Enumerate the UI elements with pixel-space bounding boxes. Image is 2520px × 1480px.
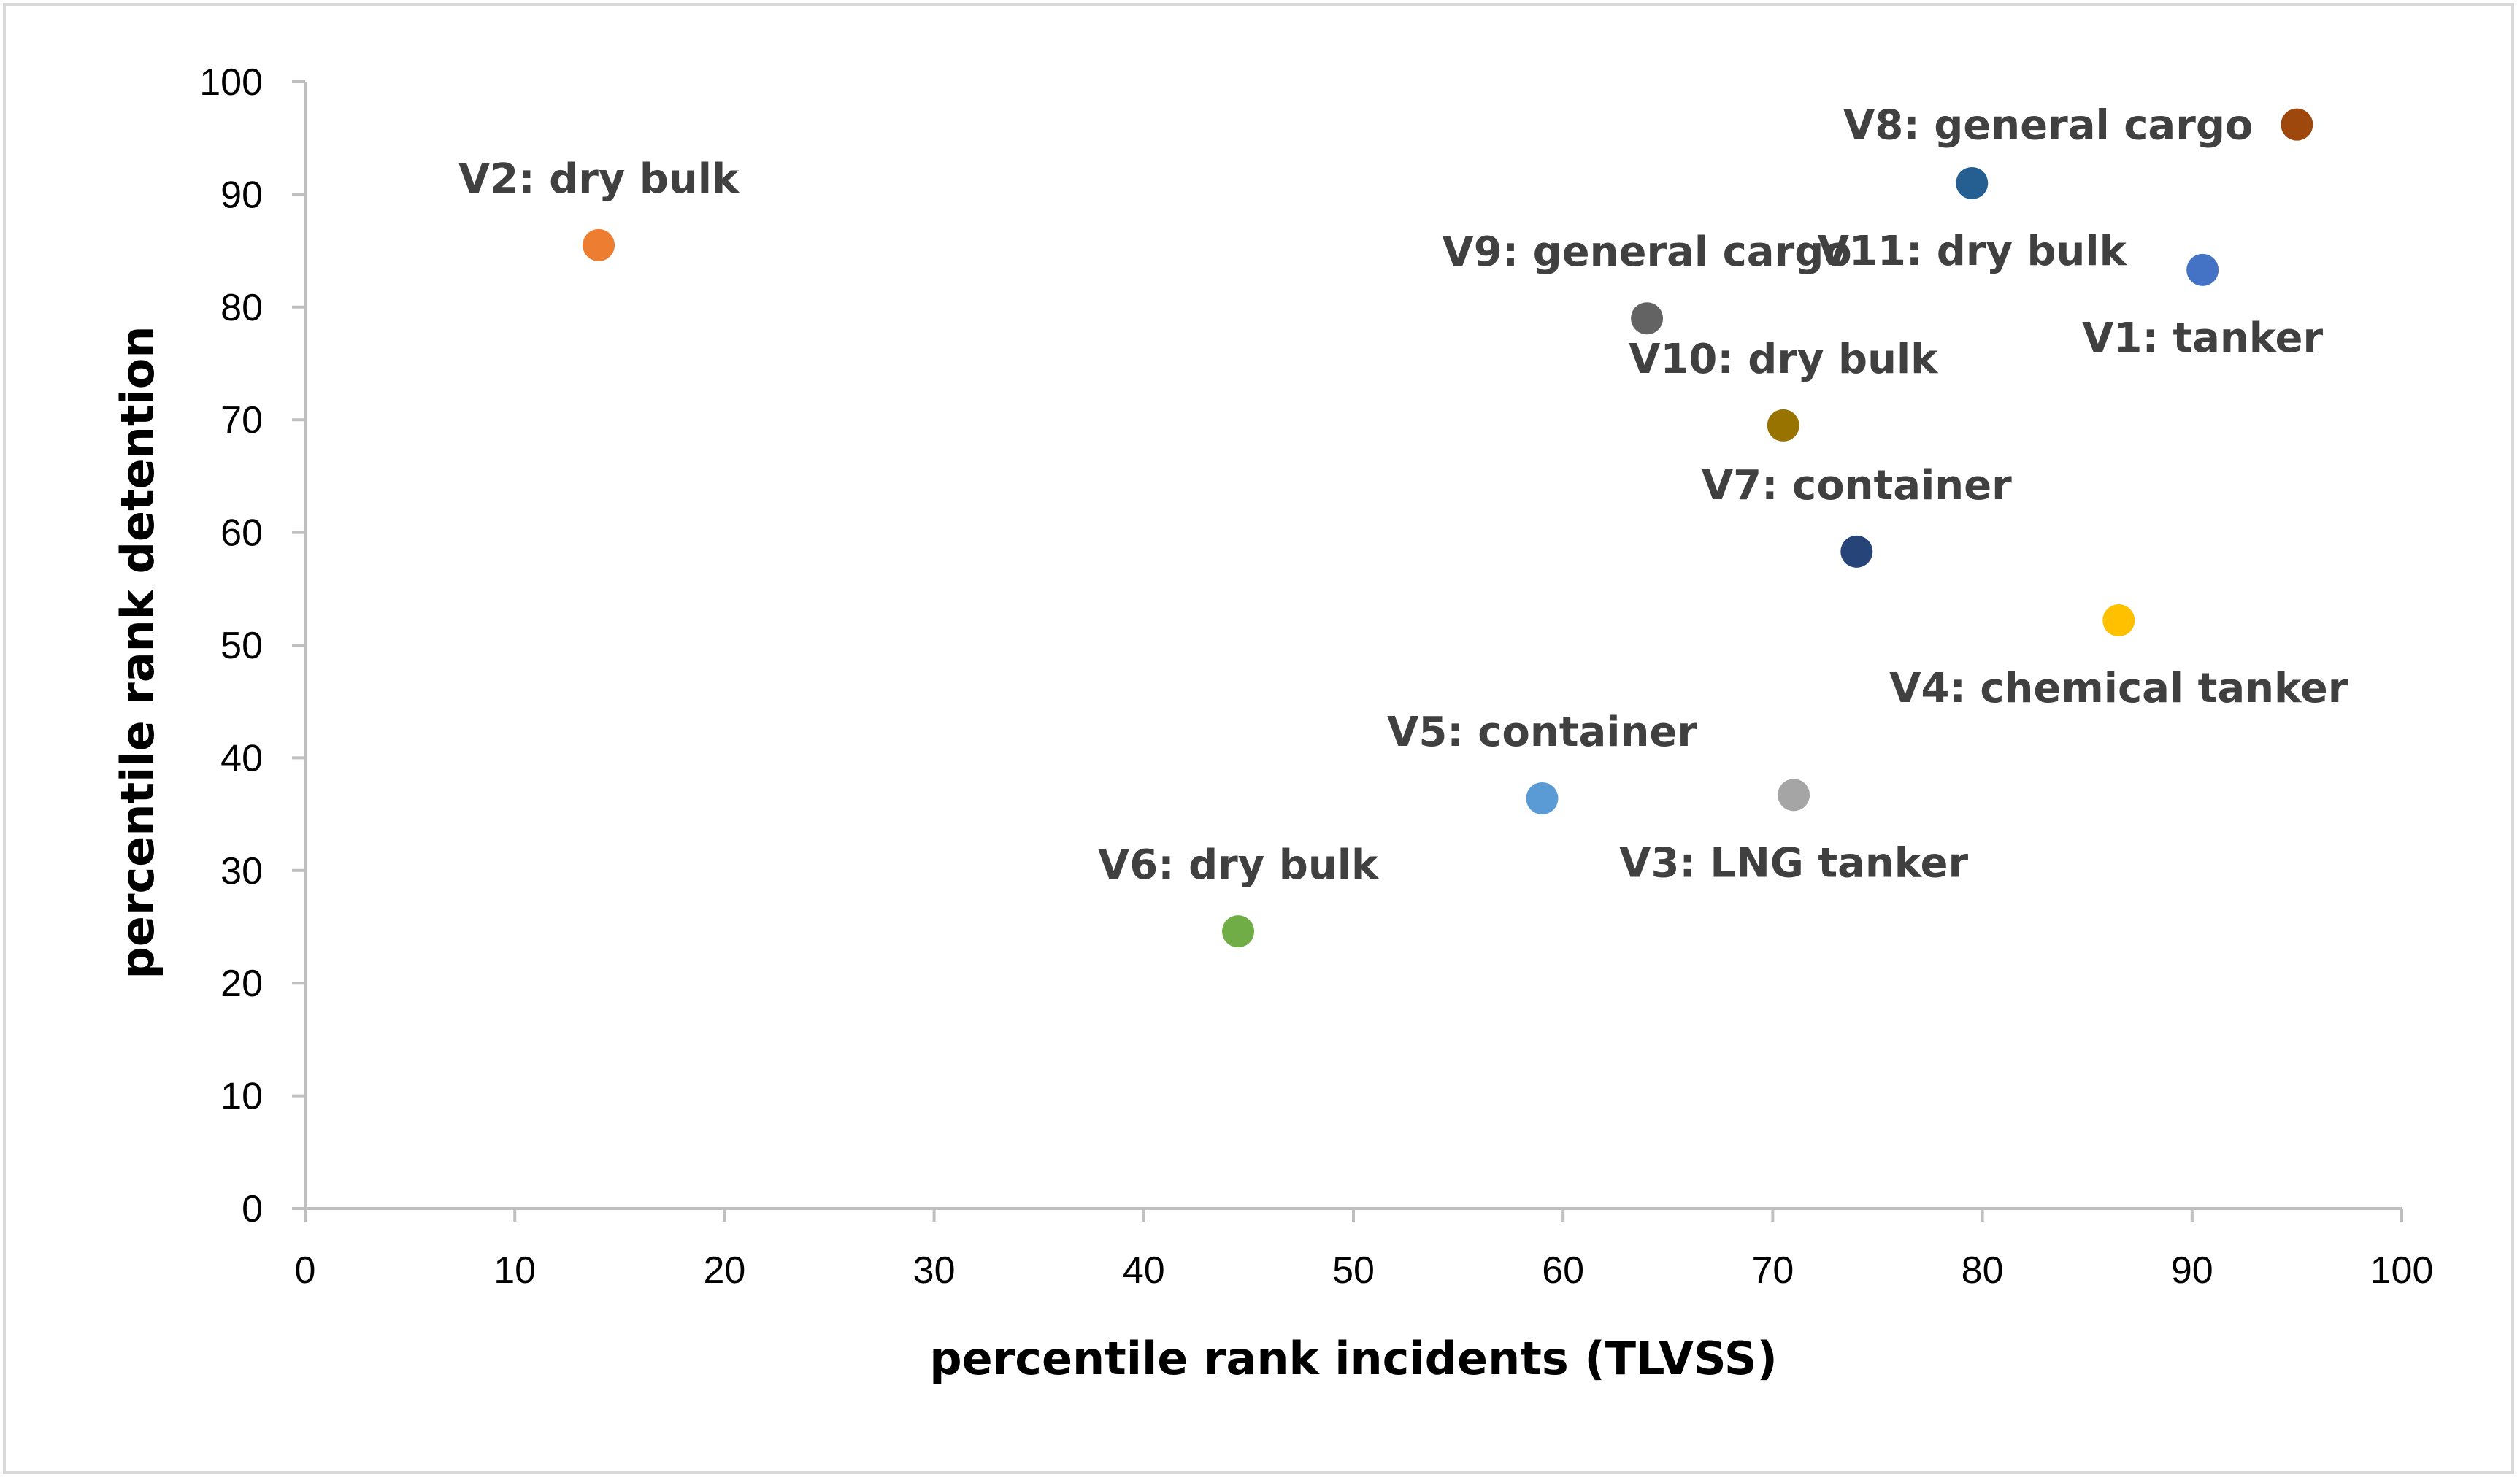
x-tick-labels: 0 10 20 30 40 50 60 70 80 90 100 [295, 1209, 2434, 1292]
y-axis-title: percentile rank detention [111, 326, 164, 979]
data-label: V4: chemical tanker [1889, 665, 2348, 712]
x-axis-title: percentile rank incidents (TLVSS) [929, 1332, 1778, 1385]
y-tick-label: 20 [220, 963, 263, 1005]
data-label: V3: LNG tanker [1619, 839, 1968, 887]
point-labels: V1: tanker V2: dry bulk V3: LNG tanker V4: … [458, 102, 2348, 890]
x-tick-label: 0 [295, 1249, 316, 1292]
x-tick-label: 30 [913, 1249, 956, 1292]
data-label: V11: dry bulk [1818, 228, 2128, 275]
x-tick-label: 80 [1962, 1249, 2004, 1292]
data-point [583, 228, 615, 261]
x-tick-label: 60 [1542, 1249, 1584, 1292]
x-tick-label: 90 [2171, 1249, 2213, 1292]
data-point [2186, 253, 2219, 286]
y-tick-labels: 0 10 20 30 40 50 60 70 80 90 100 [199, 61, 305, 1230]
data-point [1956, 166, 1989, 199]
y-tick-label: 40 [220, 737, 263, 779]
y-tick-label: 10 [220, 1076, 263, 1118]
data-points [583, 108, 2313, 948]
data-label: V9: general cargo [1442, 228, 1851, 276]
y-tick-label: 50 [220, 625, 263, 667]
x-tick-label: 50 [1332, 1249, 1375, 1292]
y-tick-label: 70 [220, 399, 263, 442]
data-point [1631, 302, 1664, 335]
y-tick-label: 30 [220, 850, 263, 893]
data-point [1526, 782, 1559, 814]
x-tick-label: 10 [493, 1249, 536, 1292]
x-tick-label: 70 [1751, 1249, 1794, 1292]
chart-frame [3, 3, 2514, 1474]
data-label: V8: general cargo [1843, 102, 2253, 150]
y-tick-label: 0 [242, 1188, 263, 1230]
data-point [1778, 779, 1810, 812]
data-point [1767, 409, 1799, 442]
x-tick-label: 20 [703, 1249, 745, 1292]
data-point [2281, 108, 2313, 141]
data-label: V5: container [1387, 709, 1697, 756]
y-tick-label: 60 [220, 512, 263, 555]
data-label: V6: dry bulk [1098, 841, 1380, 889]
data-label: V10: dry bulk [1629, 336, 1939, 383]
data-point [2102, 604, 2135, 637]
y-tick-label: 80 [220, 287, 263, 329]
data-point [1222, 915, 1255, 948]
y-tick-label: 90 [220, 174, 263, 216]
data-label: V2: dry bulk [458, 155, 740, 203]
y-tick-label: 100 [199, 61, 263, 104]
data-label: V1: tanker [2082, 315, 2323, 362]
data-label: V7: container [1702, 462, 2012, 509]
x-tick-label: 40 [1123, 1249, 1165, 1292]
data-point [1840, 535, 1873, 568]
x-tick-label: 100 [2370, 1249, 2434, 1292]
